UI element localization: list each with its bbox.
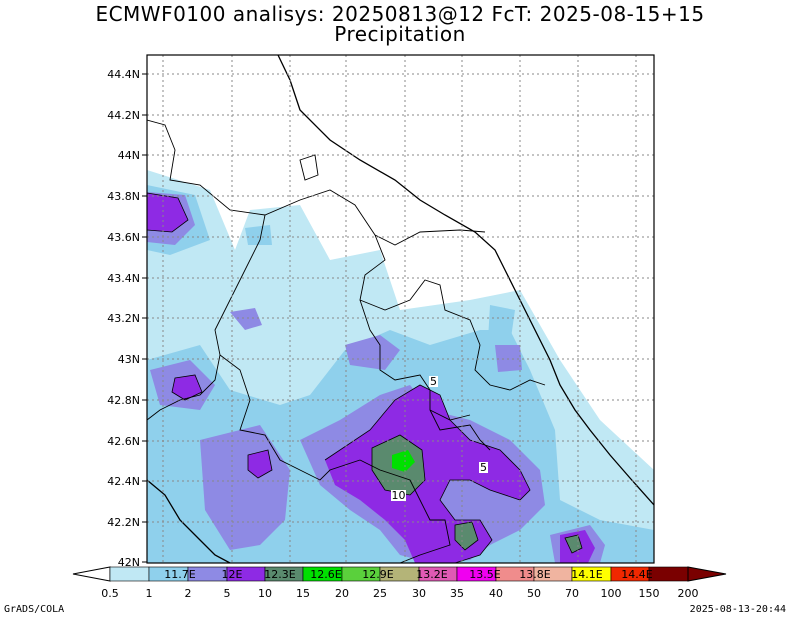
colorbar-right-arrow [687, 566, 727, 582]
tyrrhenian-coast [147, 479, 231, 563]
footer-timestamp: 2025-08-13-20:44 [689, 604, 786, 615]
colorbar-value: 200 [678, 587, 699, 600]
colorbar-value: 35 [450, 587, 464, 600]
colorbar-value: 2 [185, 587, 192, 600]
coastline [277, 55, 654, 506]
contour-label: 5 [430, 375, 437, 388]
footer-credit: GrADS/COLA [4, 604, 65, 615]
region-borders [147, 119, 546, 563]
lat-label: 42.6N [107, 435, 140, 448]
contour-label: 5 [480, 461, 487, 474]
colorbar-value: 5 [224, 587, 231, 600]
lat-label: 44.4N [107, 68, 140, 81]
boundaries [147, 55, 654, 563]
colorbar-value: 15 [296, 587, 310, 600]
lon-label: 13.8E [519, 568, 550, 581]
contour-lines [147, 192, 583, 563]
title-line-2: Precipitation [334, 22, 466, 46]
colorbar-value: 25 [373, 587, 387, 600]
colorbar-value: 150 [639, 587, 660, 600]
lat-label: 43.2N [107, 312, 140, 325]
lon-label: 12.9E [362, 568, 393, 581]
title-line-1: ECMWF0100 analisys: 20250813@12 FcT: 202… [95, 2, 705, 26]
lat-ticks [142, 73, 147, 563]
lon-label: 13.2E [416, 568, 447, 581]
colorbar-value: 30 [412, 587, 426, 600]
lat-label: 44.2N [107, 109, 140, 122]
lon-label: 14.4E [621, 568, 652, 581]
lat-label: 43.6N [107, 231, 140, 244]
colorbar-value: 70 [565, 587, 579, 600]
lon-label: 12.3E [264, 568, 295, 581]
precip-15-20-area [392, 450, 415, 472]
colorbar: 11.7E 12E 12.3E 12.6E 12.9E 13.2E 13.5E … [72, 566, 727, 600]
lon-label: 11.7E [164, 568, 195, 581]
colorbar-left-arrow [72, 566, 111, 582]
lat-label: 42N [118, 556, 140, 569]
map-frame [146, 54, 655, 564]
lon-labels: 11.7E 12E 12.3E 12.6E 12.9E 13.2E 13.5E … [164, 568, 652, 581]
lat-label: 42.4N [107, 475, 140, 488]
lat-label: 43N [118, 353, 140, 366]
colorbar-cell [109, 566, 150, 582]
lat-label: 44N [118, 149, 140, 162]
lat-label: 42.2N [107, 516, 140, 529]
colorbar-value-labels: 0.5 1 2 5 10 15 20 25 30 35 40 50 70 100… [101, 587, 698, 600]
colorbar-cell [648, 566, 689, 582]
lat-label: 43.8N [107, 190, 140, 203]
lon-label: 13.5E [469, 568, 500, 581]
contour-label: 10 [392, 489, 406, 502]
colorbar-value: 40 [489, 587, 503, 600]
colorbar-value: 50 [527, 587, 541, 600]
lon-label: 12E [222, 568, 243, 581]
colorbar-value: 1 [146, 587, 153, 600]
precipitation-field [147, 170, 654, 563]
colorbar-value: 20 [335, 587, 349, 600]
colorbar-cells [109, 566, 689, 582]
colorbar-value: 0.5 [101, 587, 119, 600]
lat-label: 42.8N [107, 394, 140, 407]
colorbar-value: 100 [601, 587, 622, 600]
contour-value-labels: 5 5 10 [391, 375, 488, 502]
lat-label: 43.4N [107, 272, 140, 285]
lon-label: 12.6E [310, 568, 341, 581]
lon-label: 14.1E [571, 568, 602, 581]
colorbar-value: 10 [258, 587, 272, 600]
lat-labels: 44.4N 44.2N 44N 43.8N 43.6N 43.4N 43.2N … [107, 68, 140, 569]
